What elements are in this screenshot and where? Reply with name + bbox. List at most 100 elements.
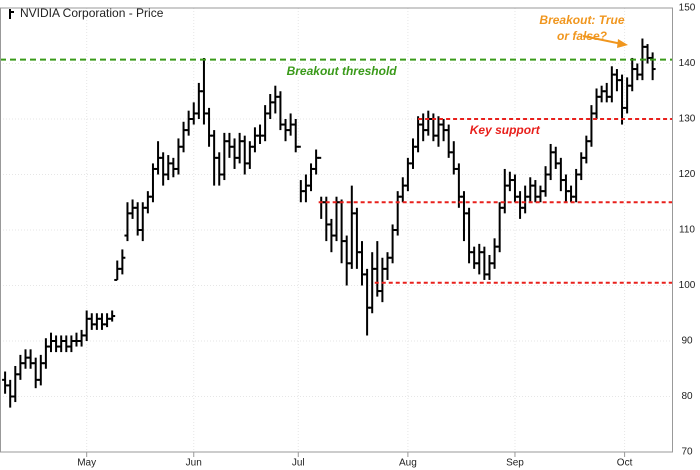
price-bar	[185, 110, 192, 136]
price-bar	[160, 152, 167, 186]
price-bar	[68, 335, 75, 353]
price-bar	[435, 116, 442, 147]
x-tick-label: May	[77, 458, 96, 469]
price-bar	[119, 249, 126, 275]
price-bar	[17, 354, 24, 380]
price-bar	[455, 163, 462, 208]
price-bar	[78, 329, 85, 347]
price-bar	[2, 371, 9, 394]
price-bar	[522, 185, 529, 214]
price-bar	[399, 177, 406, 203]
price-bar	[195, 82, 202, 119]
y-tick-label: 80	[681, 391, 693, 402]
price-bar	[22, 349, 29, 369]
price-bar	[379, 257, 386, 303]
price-bar	[272, 85, 279, 114]
reference-label: Breakout threshold	[287, 64, 398, 78]
plot-frame	[0, 7, 673, 453]
annotation-line: Breakout: True	[539, 13, 624, 27]
price-bar	[308, 163, 315, 192]
x-tick-label: Jun	[186, 458, 202, 469]
price-bar	[200, 57, 207, 125]
price-bar	[47, 332, 54, 353]
arrow-shaft	[582, 35, 623, 45]
price-bar	[88, 313, 95, 330]
price-bar	[374, 241, 381, 297]
price-bar	[338, 199, 345, 264]
y-tick-label: 150	[679, 3, 696, 14]
price-bar	[262, 105, 269, 142]
price-bar	[359, 241, 366, 286]
x-tick-label: Oct	[617, 458, 633, 469]
annotation-arrow	[582, 35, 628, 48]
price-bar	[12, 365, 19, 403]
price-bar	[588, 105, 595, 147]
price-bar	[608, 66, 615, 103]
price-bar	[384, 252, 391, 280]
price-bar	[109, 310, 116, 322]
price-bar	[236, 132, 243, 164]
price-bar	[129, 199, 136, 219]
price-bar	[578, 152, 585, 181]
y-tick-label: 130	[679, 114, 696, 125]
price-bar	[364, 268, 371, 336]
price-bar	[603, 82, 610, 103]
reference-label: Key support	[470, 123, 541, 137]
price-bar	[42, 338, 49, 369]
legend: NVIDIA Corporation - Price	[9, 6, 164, 20]
price-bar	[348, 185, 355, 269]
price-bar	[476, 243, 483, 275]
price-bar	[460, 191, 467, 242]
price-bar	[58, 335, 65, 353]
price-bar	[7, 379, 14, 408]
x-tick-label: Jul	[292, 458, 305, 469]
annotation-line: or false?	[557, 29, 608, 43]
price-bar	[511, 174, 518, 203]
plot-layer: 70 80 90 100 110 120 130 140 150 May Jun Jul Aug Sep O…	[0, 3, 696, 469]
price-bar	[144, 191, 151, 214]
price-bar	[527, 177, 534, 203]
price-bar	[425, 110, 432, 136]
price-bar	[313, 149, 320, 175]
price-bar	[471, 246, 478, 269]
price-bar	[302, 174, 309, 203]
price-bar	[241, 135, 248, 175]
price-bar	[251, 127, 258, 153]
price-bar	[165, 155, 172, 181]
price-bar	[369, 252, 376, 314]
price-bar	[593, 88, 600, 119]
price-bar	[568, 185, 575, 203]
y-tick-label: 120	[679, 169, 696, 180]
price-bar	[53, 335, 60, 353]
price-bar	[501, 168, 508, 214]
price-bar	[104, 313, 111, 328]
price-bar	[221, 132, 228, 181]
price-bar	[532, 180, 539, 203]
price-bar	[353, 207, 360, 269]
price-bar	[394, 191, 401, 236]
price-bar	[552, 146, 559, 169]
legend-label: NVIDIA Corporation - Price	[20, 6, 164, 20]
price-bar	[216, 152, 223, 186]
price-bar	[583, 135, 590, 164]
price-bar	[537, 185, 544, 203]
price-bar	[415, 116, 422, 153]
price-bar	[343, 235, 350, 286]
price-bar	[83, 310, 90, 341]
price-bar	[517, 191, 524, 219]
x-tick-label: Sep	[506, 458, 524, 469]
price-bar	[73, 332, 80, 347]
price-bar	[27, 349, 34, 369]
y-tick-label: 140	[679, 58, 696, 69]
price-bar	[124, 202, 131, 242]
price-bar	[226, 132, 233, 158]
price-bar	[491, 238, 498, 269]
price-bar	[619, 74, 626, 125]
price-bar	[629, 57, 636, 92]
price-bar	[634, 63, 641, 81]
price-bar	[206, 107, 213, 147]
y-tick-label: 110	[679, 225, 695, 236]
price-bar	[37, 354, 44, 386]
price-bar	[430, 113, 437, 142]
